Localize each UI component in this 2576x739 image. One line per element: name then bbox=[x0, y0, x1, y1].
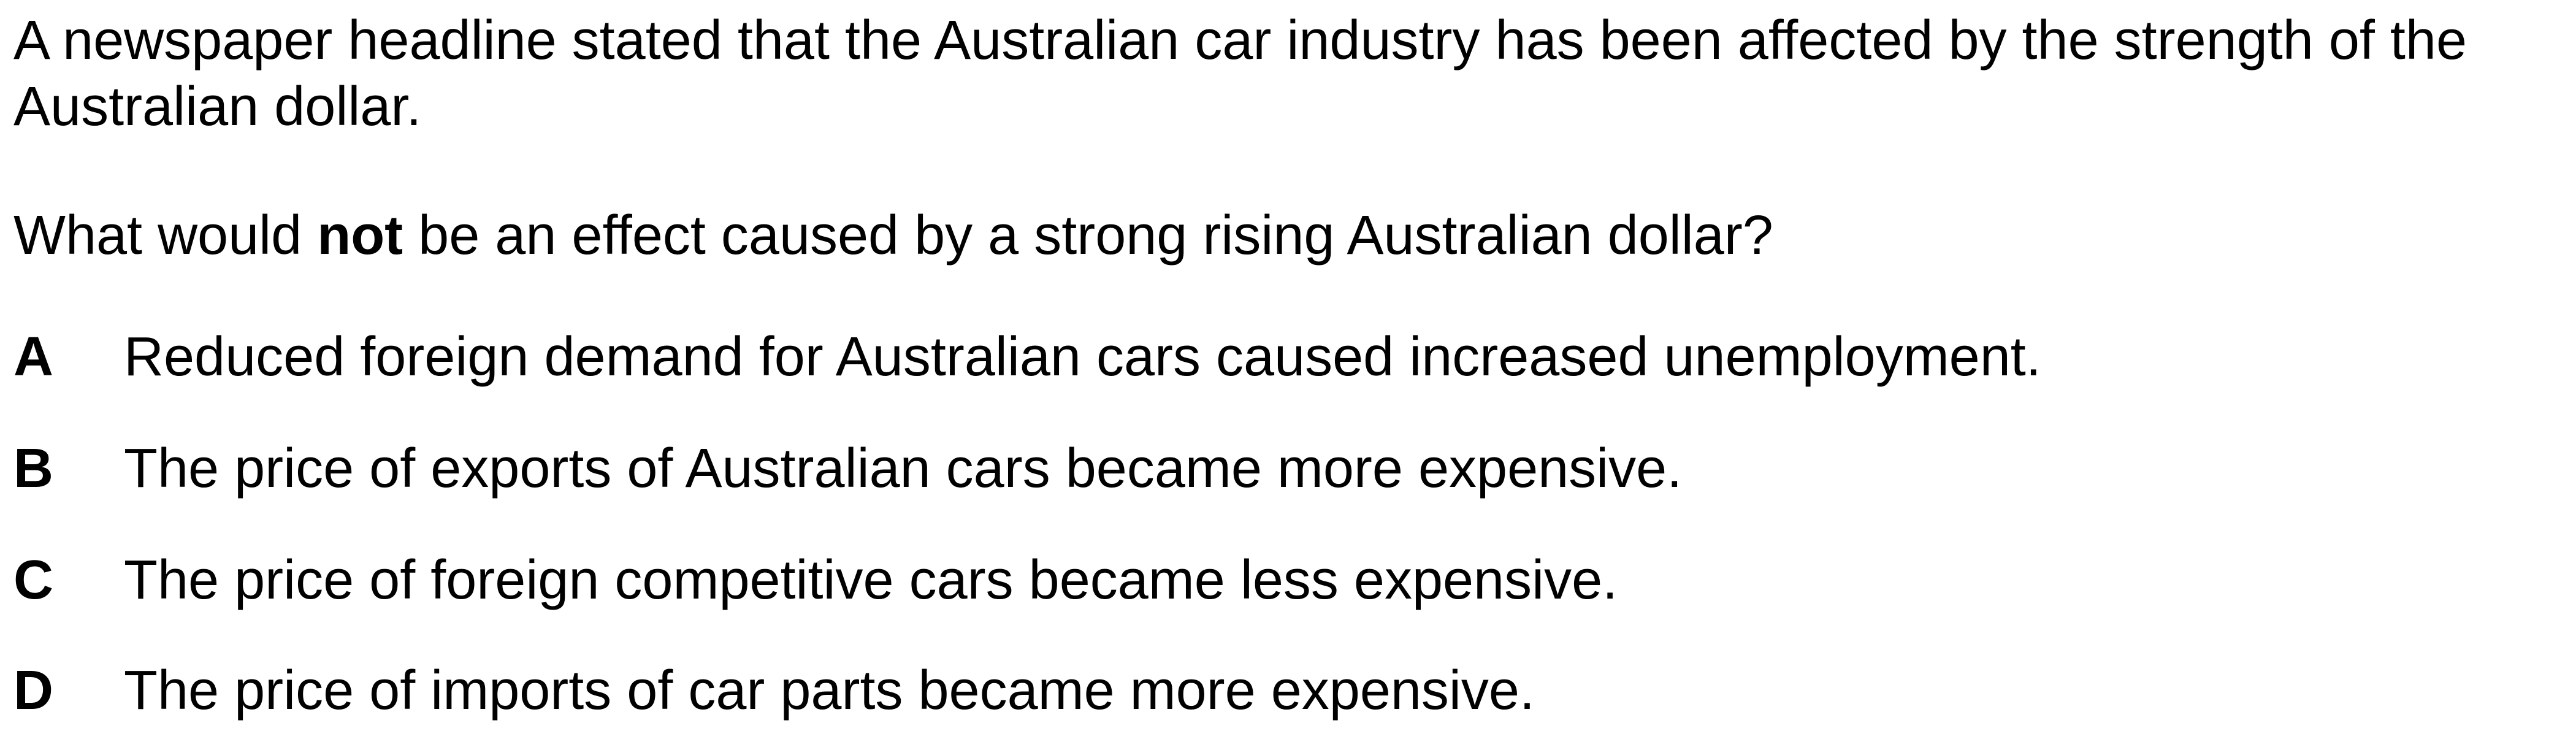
question-prompt-emphasis: not bbox=[317, 205, 403, 266]
question-prompt: What would not be an effect caused by a … bbox=[13, 202, 1773, 269]
option-b-letter: B bbox=[13, 438, 53, 499]
option-b-text: The price of exports of Australian cars … bbox=[124, 438, 1683, 499]
question-stem: A newspaper headline stated that the Aus… bbox=[13, 10, 2467, 137]
option-d-letter: D bbox=[13, 660, 53, 721]
question-prompt-start: What would bbox=[13, 205, 318, 266]
option-c-text: The price of foreign competitive cars be… bbox=[124, 549, 1618, 611]
option-a-text: Reduced foreign demand for Australian ca… bbox=[124, 326, 2041, 388]
question-prompt-end: be an effect caused by a strong rising A… bbox=[403, 205, 1773, 266]
option-a-letter: A bbox=[13, 326, 53, 388]
option-c-letter: C bbox=[13, 549, 53, 611]
option-d-text: The price of imports of car parts became… bbox=[124, 660, 1535, 721]
